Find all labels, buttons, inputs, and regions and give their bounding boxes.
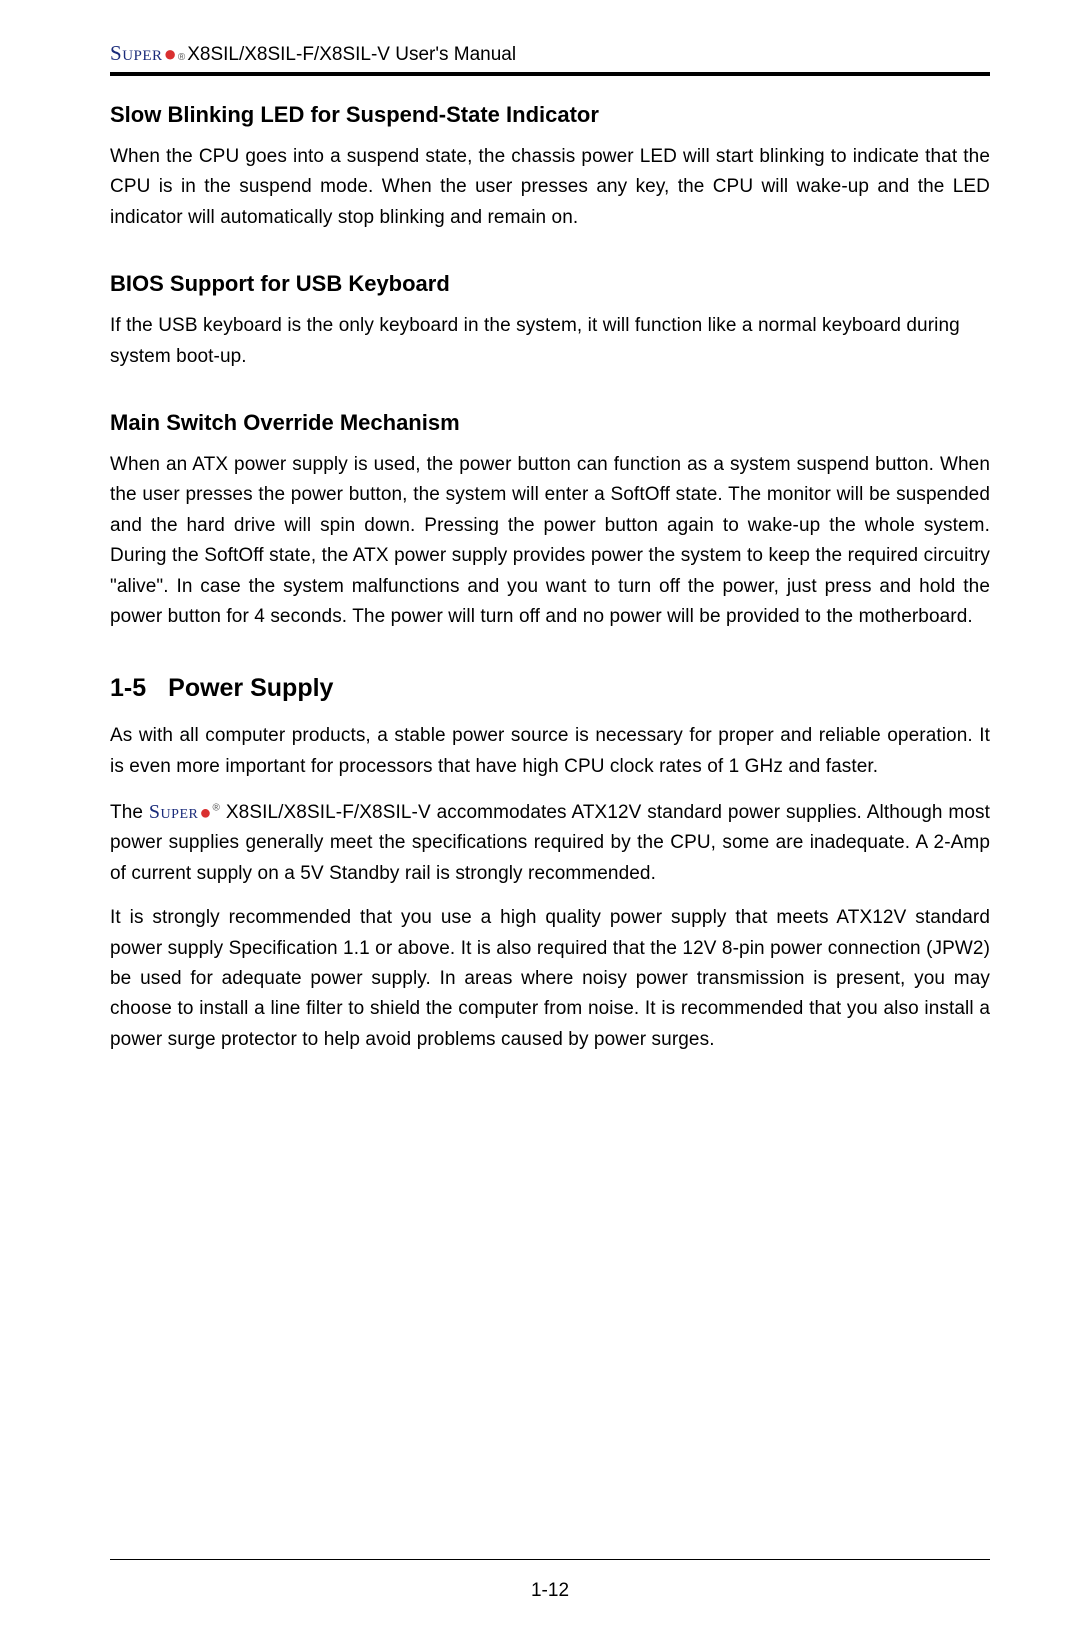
body-paragraph: When an ATX power supply is used, the po… xyxy=(110,450,990,632)
header-rule xyxy=(110,72,990,76)
body-paragraph: When the CPU goes into a suspend state, … xyxy=(110,142,990,233)
page-footer: 1-12 xyxy=(0,1549,1080,1602)
subheading: Slow Blinking LED for Suspend-State Indi… xyxy=(110,102,990,128)
section-heading-power-supply: 1-5 Power Supply xyxy=(110,674,990,703)
text-rest: X8SIL/X8SIL-F/X8SIL-V accommodates ATX12… xyxy=(110,802,990,884)
body-paragraph: As with all computer products, a stable … xyxy=(110,721,990,782)
running-header: Super●® X8SIL/X8SIL-F/X8SIL-V User's Man… xyxy=(110,40,990,66)
section-bios-usb-keyboard: BIOS Support for USB Keyboard If the USB… xyxy=(110,271,990,372)
header-manual-title: X8SIL/X8SIL-F/X8SIL-V User's Manual xyxy=(187,44,516,66)
section-main-switch-override: Main Switch Override Mechanism When an A… xyxy=(110,410,990,632)
section-title: Power Supply xyxy=(168,674,333,702)
logo-dot-icon: ● xyxy=(199,797,211,829)
page-content: Super●® X8SIL/X8SIL-F/X8SIL-V User's Man… xyxy=(0,0,1080,1055)
logo-registered-icon: ® xyxy=(178,52,185,63)
body-paragraph-with-logo: The Super●® X8SIL/X8SIL-F/X8SIL-V accomm… xyxy=(110,796,990,889)
inline-logo: Super●® xyxy=(149,802,220,823)
section-slow-blinking-led: Slow Blinking LED for Suspend-State Indi… xyxy=(110,102,990,233)
logo-registered-icon: ® xyxy=(213,803,220,814)
body-paragraph: If the USB keyboard is the only keyboard… xyxy=(110,311,990,372)
text-prefix: The xyxy=(110,802,149,823)
subheading: BIOS Support for USB Keyboard xyxy=(110,271,990,297)
body-paragraph: It is strongly recommended that you use … xyxy=(110,903,990,1055)
page-number: 1-12 xyxy=(110,1580,990,1602)
subheading: Main Switch Override Mechanism xyxy=(110,410,990,436)
footer-rule xyxy=(110,1559,990,1560)
logo-super: Super xyxy=(110,41,163,66)
logo-super: Super xyxy=(149,801,198,823)
logo-dot-icon: ● xyxy=(164,41,177,67)
section-number: 1-5 xyxy=(110,674,146,702)
